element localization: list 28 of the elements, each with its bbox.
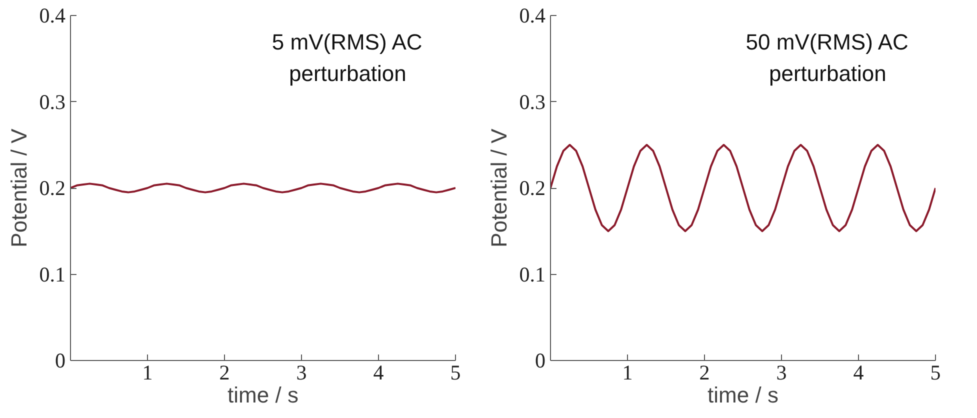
x-tick-label: 4 — [373, 360, 384, 384]
x-tick-label: 1 — [142, 360, 153, 384]
y-tick-label: 0.3 — [519, 90, 546, 114]
x-tick-label: 3 — [776, 360, 787, 384]
y-tick-label: 0.3 — [39, 90, 66, 114]
x-tick-label: 4 — [853, 360, 864, 384]
x-tick-label: 5 — [450, 360, 461, 384]
x-axis-title: time / s — [228, 382, 298, 408]
y-tick-label: 0 — [55, 348, 66, 372]
x-tick-label: 3 — [296, 360, 307, 384]
annotation: 5 mV(RMS) AC perturbation — [272, 29, 422, 86]
y-tick-label: 0 — [535, 348, 546, 372]
y-tick-label: 0.4 — [519, 4, 546, 28]
y-axis-title: Potential / V — [486, 128, 512, 248]
y-tick-label: 0.2 — [39, 176, 66, 200]
line-series — [550, 144, 936, 232]
x-axis-title: time / s — [708, 382, 778, 408]
y-tick-label: 0.2 — [519, 176, 546, 200]
annotation: 50 mV(RMS) AC perturbation — [746, 29, 908, 86]
x-tick-label: 5 — [930, 360, 941, 384]
x-tick-label: 2 — [699, 360, 710, 384]
y-tick-label: 0.1 — [519, 262, 546, 286]
y-tick-label: 0.1 — [39, 262, 66, 286]
y-tick-label: 0.4 — [39, 4, 66, 28]
line-series — [70, 182, 456, 194]
x-tick-label: 2 — [219, 360, 230, 384]
x-tick-label: 1 — [622, 360, 633, 384]
y-axis-title: Potential / V — [6, 128, 32, 248]
